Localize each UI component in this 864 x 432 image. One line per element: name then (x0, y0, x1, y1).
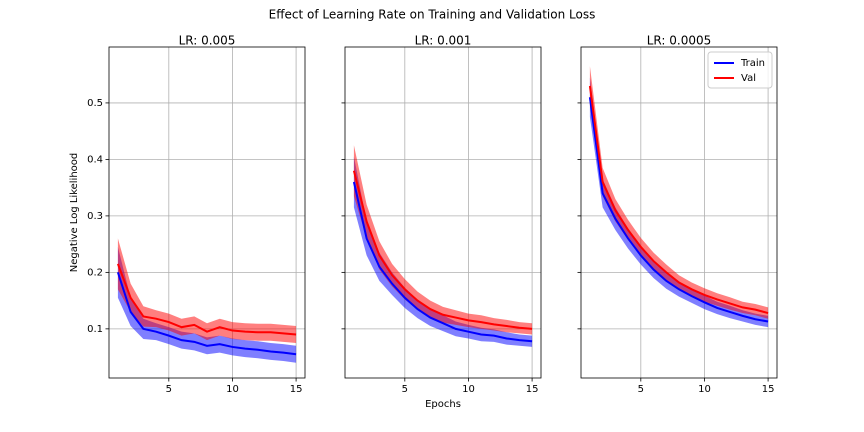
figure-title: Effect of Learning Rate on Training and … (269, 8, 596, 22)
x-tick-label: 10 (226, 384, 239, 395)
error-band (117, 238, 297, 343)
y-tick-label: 0.4 (87, 154, 103, 165)
axes-frame (344, 46, 542, 379)
axes-frame (580, 46, 778, 379)
legend-label: Train (740, 58, 765, 69)
line (352, 181, 533, 343)
y-tick-label: 0.5 (87, 98, 103, 109)
line (588, 97, 769, 323)
y-tick-label: 0.3 (87, 211, 103, 222)
x-tick-label: 15 (526, 384, 539, 395)
axes-frame (108, 46, 306, 379)
x-tick-label: 10 (698, 384, 711, 395)
y-axis-label: Negative Log Likelihood (69, 153, 80, 273)
x-tick-label: 5 (638, 384, 644, 395)
x-tick-label: 15 (290, 384, 303, 395)
y-tick-label: 0.2 (87, 267, 103, 278)
line (352, 170, 533, 330)
subplot-title: LR: 0.0005 (647, 34, 712, 48)
subplot-title: LR: 0.005 (179, 34, 236, 48)
line (116, 263, 297, 336)
x-tick-label: 15 (762, 384, 775, 395)
legend-label: Val (741, 73, 756, 84)
line (116, 272, 297, 356)
x-tick-label: 10 (462, 384, 475, 395)
error-band (353, 145, 533, 335)
subplot-title: LR: 0.001 (415, 34, 472, 48)
x-axis-label: Epochs (425, 399, 461, 410)
x-tick-label: 5 (402, 384, 408, 395)
line (588, 85, 769, 315)
y-tick-label: 0.1 (87, 324, 103, 335)
x-tick-label: 5 (166, 384, 172, 395)
error-band (353, 156, 533, 347)
